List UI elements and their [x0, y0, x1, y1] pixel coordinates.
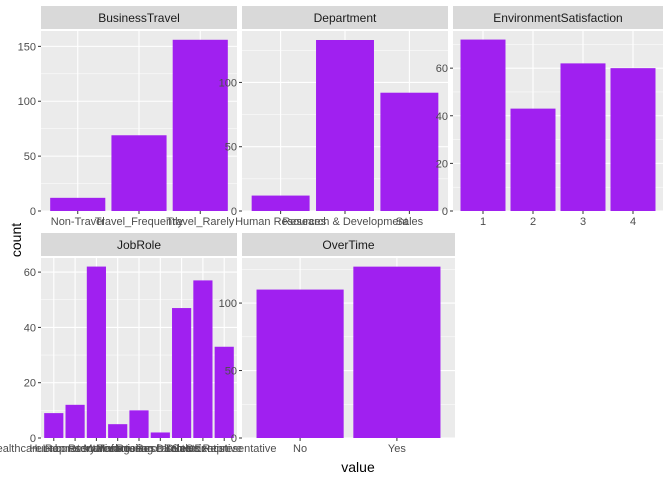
- facet-overtime: OverTime 0 50 100 No Yes: [219, 233, 455, 455]
- bar-sales-representative: [214, 346, 234, 438]
- bar-healthcare-representative: [44, 413, 64, 438]
- y-tick-label: 150: [18, 41, 36, 53]
- x-tick-label: Human Resources: [235, 216, 327, 228]
- x-tick-label: Non-Travel: [51, 216, 105, 228]
- bar-4: [610, 68, 656, 212]
- y-tick-label: 60: [24, 267, 36, 279]
- x-tick-label: Laboratory Technician: [43, 443, 150, 455]
- x-tick-label: Sales: [396, 216, 424, 228]
- bar-yes: [353, 266, 441, 438]
- bar-human-resources: [251, 195, 310, 211]
- x-tick-label: Sales Representative: [172, 443, 277, 455]
- x-tick-label: No: [293, 443, 307, 455]
- y-tick-label: 40: [436, 111, 448, 123]
- x-tick-label: 2: [530, 216, 536, 228]
- bar-research-development: [316, 40, 374, 211]
- facet-strip: [242, 6, 448, 29]
- x-tick-label: 4: [630, 216, 636, 228]
- bar-3: [560, 63, 606, 211]
- x-tick-label: Healthcare Representative: [0, 443, 119, 455]
- facet-environmentsatisfaction: EnvironmentSatisfaction 0 20 40 60 1 2 3 4: [436, 6, 663, 228]
- y-tick-label: 0: [30, 206, 36, 218]
- bar-sales-executive: [193, 280, 213, 438]
- bar-laboratory-technician: [86, 266, 106, 438]
- y-tick-label: 0: [30, 433, 36, 445]
- facet-panels: BusinessTravel050100150Non-TravelTravel_…: [0, 6, 663, 455]
- bar-research-director: [150, 432, 170, 438]
- x-tick-label: Yes: [388, 443, 406, 455]
- facet-strip: [41, 6, 237, 29]
- facet-businesstravel: BusinessTravel050100150Non-TravelTravel_…: [18, 6, 237, 228]
- y-tick-label: 100: [219, 298, 237, 310]
- facet-strip: [41, 233, 237, 256]
- facet-strip: [242, 233, 455, 256]
- x-axis-title: value: [341, 459, 375, 475]
- y-axis-title: count: [8, 223, 24, 257]
- facet-title: JobRole: [117, 238, 161, 252]
- bar-manufacturing-director: [129, 410, 149, 438]
- x-tick-label: Travel_Frequently: [95, 216, 184, 228]
- x-tick-label: Manager: [96, 443, 140, 455]
- facet-jobrole: JobRole 0 20 40 60 Healthcare RepresentativeH…: [0, 233, 276, 455]
- bar-research-scientist: [172, 308, 192, 438]
- facet-strip: [453, 6, 663, 29]
- y-tick-label: 20: [24, 378, 36, 390]
- facet-title: OverTime: [322, 238, 375, 252]
- x-tick-label: Travel_Rarely: [166, 216, 235, 228]
- bar-travel-rarely: [172, 39, 228, 211]
- y-tick-label: 100: [219, 77, 237, 89]
- bar-1: [460, 39, 506, 212]
- facet-title: BusinessTravel: [98, 11, 180, 25]
- y-tick-label: 60: [436, 63, 448, 75]
- x-tick-label: Sales Executive: [164, 443, 242, 455]
- x-tick-label: 1: [480, 216, 486, 228]
- y-tick-label: 0: [231, 433, 237, 445]
- facet-department: Department 0 50 100 Human ResourcesResearch …: [219, 6, 448, 228]
- y-tick-label: 50: [225, 142, 237, 154]
- y-tick-label: 40: [24, 322, 36, 334]
- facet-title: EnvironmentSatisfaction: [493, 11, 622, 25]
- x-tick-label: 3: [580, 216, 586, 228]
- x-tick-label: Human Resources: [30, 443, 122, 455]
- x-tick-label: Research Scientist: [136, 443, 228, 455]
- x-tick-label: Research Director: [116, 443, 205, 455]
- y-tick-label: 50: [225, 366, 237, 378]
- y-tick-label: 20: [436, 158, 448, 170]
- facet-title: Department: [314, 11, 377, 25]
- y-tick-label: 0: [231, 206, 237, 218]
- y-tick-label: 0: [442, 206, 448, 218]
- y-tick-label: 50: [24, 151, 36, 163]
- x-tick-label: Research & Development: [282, 216, 407, 228]
- x-tick-label: Manufacturing Director: [83, 443, 195, 455]
- bar-travel-frequently: [111, 135, 167, 211]
- y-tick-label: 100: [18, 96, 36, 108]
- bar-no: [256, 289, 344, 438]
- bar-manager: [108, 424, 128, 438]
- bar-2: [510, 108, 556, 211]
- bar-human-resources: [65, 404, 85, 438]
- bar-non-travel: [50, 197, 106, 211]
- bar-sales: [380, 92, 439, 211]
